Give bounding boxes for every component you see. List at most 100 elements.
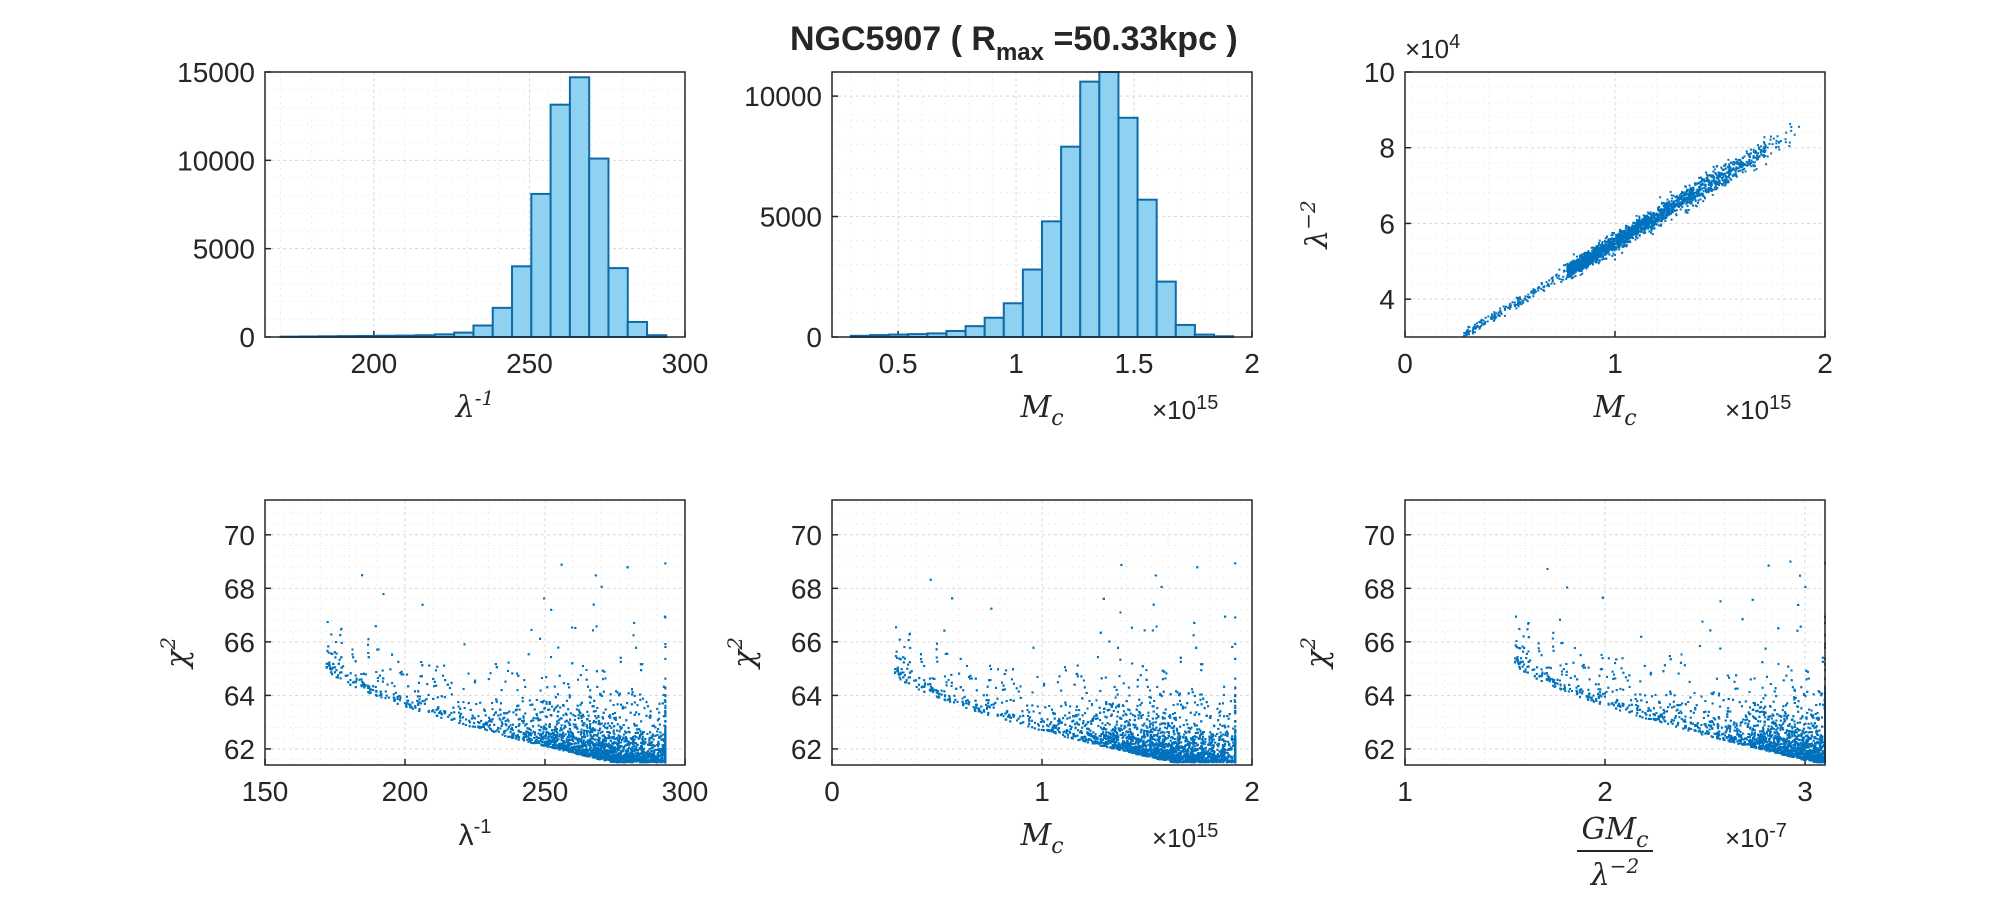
scatter-point: [1661, 216, 1664, 219]
scatter-point: [1750, 165, 1753, 168]
scatter-point: [1576, 266, 1579, 269]
scatter-point: [1646, 217, 1649, 220]
scatter-point: [1731, 174, 1734, 177]
scatter-point: [1670, 212, 1673, 215]
scatter-point: [1518, 296, 1521, 299]
scatter-point: [1536, 287, 1539, 290]
scatter-point: [1643, 221, 1646, 224]
scatter-point: [1683, 200, 1686, 203]
scatter-point: [1571, 261, 1574, 264]
scatter-point: [1600, 258, 1603, 261]
scatter-point: [1647, 227, 1650, 230]
scatter-point: [1617, 244, 1620, 247]
scatter-point: [1758, 146, 1761, 149]
scatter-point: [1633, 222, 1636, 225]
scatter-point: [1583, 263, 1586, 266]
scatter-point: [1618, 230, 1621, 233]
scatter-point: [1655, 213, 1658, 216]
scatter-point: [1681, 194, 1684, 197]
scatter-point: [1729, 170, 1732, 173]
scatter-point: [1585, 257, 1588, 260]
scatter-point: [1637, 228, 1640, 231]
scatter-point: [1628, 233, 1631, 236]
scatter-point: [1710, 184, 1713, 187]
histogram-bar: [626, 320, 649, 339]
scatter-point: [1577, 258, 1580, 261]
scatter-point: [1632, 226, 1635, 229]
scatter-point: [1709, 182, 1712, 185]
scatter-point: [1630, 231, 1633, 234]
scatter-point: [1672, 194, 1675, 197]
scatter-point: [1681, 191, 1684, 194]
scatter-point: [1574, 261, 1577, 264]
scatter-point: [1517, 298, 1520, 301]
scatter-point: [1568, 269, 1571, 272]
y-tick-label: 10000: [744, 81, 822, 112]
scatter-point: [1685, 191, 1688, 194]
scatter-point: [1756, 155, 1759, 158]
x-tick-label: 2: [1244, 348, 1260, 379]
scatter-point: [1653, 216, 1656, 219]
scatter-point: [1620, 239, 1623, 242]
scatter-point: [1764, 155, 1767, 158]
scatter-point: [1741, 156, 1744, 159]
scatter-point: [1615, 247, 1618, 250]
scatter-point: [1748, 163, 1751, 166]
scatter-point: [1714, 188, 1717, 191]
scatter-point: [1599, 254, 1602, 257]
scatter-point: [1671, 197, 1674, 200]
scatter-point: [1754, 150, 1757, 153]
scatter-point: [1640, 223, 1643, 226]
scatter-point: [1540, 287, 1543, 290]
scatter-point: [1558, 277, 1561, 280]
scatter-point: [1575, 270, 1578, 273]
scatter-point: [1760, 150, 1763, 153]
scatter-point: [1628, 230, 1631, 233]
scatter-point: [1658, 219, 1661, 222]
scatter-point: [1638, 215, 1641, 218]
scatter-point: [1471, 330, 1474, 333]
scatter-point: [1710, 187, 1713, 190]
scatter-point: [1497, 314, 1500, 317]
scatter-points: [325, 562, 667, 764]
scatter-point: [1603, 239, 1606, 242]
scatter-point: [1650, 224, 1653, 227]
scatter-point: [1659, 224, 1662, 227]
scatter-point: [1649, 231, 1652, 234]
scatter-point: [1598, 239, 1601, 242]
x-axis-label: Mc: [1592, 390, 1636, 431]
scatter-point: [1516, 303, 1519, 306]
scatter-point: [1608, 239, 1611, 242]
scatter-point: [1752, 161, 1755, 164]
scatter-point: [1698, 186, 1701, 189]
scatter-point: [1467, 325, 1470, 328]
scatter-point: [1484, 316, 1487, 319]
scatter-point: [1713, 175, 1716, 178]
scatter-point: [1666, 213, 1669, 216]
scatter-point: [1752, 164, 1755, 167]
scatter-point: [1682, 198, 1685, 201]
scatter-point: [1566, 270, 1569, 273]
scatter-point: [1679, 202, 1682, 205]
scatter-point: [1645, 221, 1648, 224]
scatter-point: [1695, 205, 1698, 208]
scatter-point: [1478, 326, 1481, 329]
scatter-point: [1784, 141, 1787, 144]
histogram-bar: [549, 103, 571, 338]
scatter-point: [1709, 174, 1712, 177]
scatter-point: [1600, 251, 1603, 254]
scatter-point: [1604, 245, 1607, 248]
scatter-point: [1627, 232, 1630, 235]
scatter-point: [1537, 289, 1540, 292]
scatter-point: [1610, 245, 1613, 248]
scatter-point: [1684, 198, 1687, 201]
scatter-point: [1621, 234, 1624, 237]
scatter-point: [1788, 141, 1791, 144]
scatter-point: [1727, 181, 1730, 184]
scatter-point: [1689, 198, 1692, 201]
scatter-point: [1628, 226, 1631, 229]
figure-title: NGC5907 ( Rmax =50.33kpc ): [790, 20, 1238, 66]
scatter-point: [1745, 160, 1748, 163]
scatter-point: [1712, 188, 1715, 191]
